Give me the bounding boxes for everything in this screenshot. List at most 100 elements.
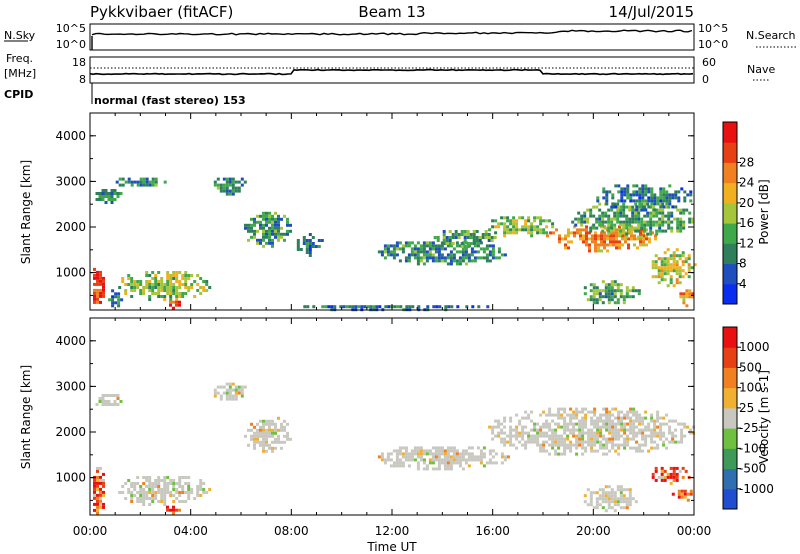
- range-gate-cell: [124, 180, 128, 184]
- range-gate-cell: [452, 461, 456, 465]
- velocity-x-tick-labels: 00:00 04:00 08:00 12:00 16:00 20:00 00:00: [73, 524, 712, 538]
- range-gate-cell: [274, 422, 277, 426]
- range-gate-cell: [157, 488, 161, 491]
- range-gate-cell: [169, 508, 172, 512]
- range-gate-cell: [107, 403, 111, 406]
- range-gate-cell: [139, 289, 143, 292]
- range-gate-cell: [509, 434, 513, 438]
- range-gate-cell: [613, 211, 617, 215]
- range-gate-cell: [596, 440, 600, 444]
- range-gate-cell: [647, 205, 651, 209]
- range-gate-cell: [654, 260, 658, 264]
- range-gate-cell: [172, 277, 176, 280]
- range-gate-cell: [442, 239, 446, 242]
- range-gate-cell: [683, 190, 687, 194]
- range-gate-cell: [458, 250, 462, 254]
- range-gate-cell: [434, 455, 438, 459]
- range-gate-cell: [458, 464, 462, 468]
- range-gate-cell: [96, 469, 99, 473]
- range-gate-cell: [542, 440, 546, 444]
- range-gate-cell: [256, 440, 259, 444]
- range-gate-cell: [619, 220, 623, 224]
- range-gate-cell: [641, 416, 645, 420]
- range-gate-cell: [518, 419, 522, 423]
- range-gate-cell: [274, 235, 277, 239]
- scatter-region: [108, 289, 124, 308]
- range-gate-cell: [652, 220, 656, 224]
- range-gate-cell: [392, 461, 396, 465]
- range-gate-cell: [467, 253, 471, 257]
- range-gate-cell: [461, 253, 465, 257]
- range-gate-cell: [590, 443, 594, 447]
- range-gate-cell: [473, 455, 477, 459]
- range-gate-cell: [524, 410, 528, 414]
- range-gate-cell: [629, 407, 633, 411]
- range-gate-cell: [250, 422, 253, 426]
- range-gate-cell: [620, 416, 624, 420]
- range-gate-cell: [184, 283, 188, 286]
- range-gate-cell: [425, 259, 429, 263]
- range-gate-cell: [93, 291, 96, 295]
- range-gate-cell: [624, 240, 627, 244]
- nave-right-label: Nave: [747, 63, 775, 76]
- range-gate-cell: [449, 256, 453, 260]
- range-gate-cell: [643, 214, 647, 218]
- range-gate-cell: [386, 253, 390, 257]
- range-gate-cell: [419, 250, 423, 254]
- range-gate-cell: [494, 425, 498, 429]
- range-gate-cell: [491, 425, 495, 429]
- range-gate-cell: [668, 428, 672, 432]
- range-gate-cell: [431, 467, 435, 471]
- range-gate-cell: [265, 437, 268, 441]
- range-gate-cell: [622, 211, 626, 215]
- range-gate-cell: [437, 259, 441, 263]
- range-gate-cell: [605, 416, 609, 420]
- range-gate-cell: [154, 491, 158, 494]
- range-gate-cell: [608, 428, 612, 432]
- range-gate-cell: [169, 295, 173, 298]
- range-gate-cell: [536, 231, 540, 235]
- range-gate-cell: [619, 500, 623, 504]
- range-gate-cell: [345, 305, 349, 309]
- velocity-x-ticks: [89, 318, 695, 515]
- range-gate-cell: [386, 452, 390, 456]
- range-gate-cell: [617, 428, 621, 432]
- range-gate-cell: [533, 425, 537, 429]
- range-gate-cell: [169, 277, 173, 280]
- range-gate-cell: [426, 305, 430, 309]
- range-gate-cell: [658, 202, 662, 206]
- nsky-panel: N.Sky 10^5 10^0 10^5 10^0 N.Search: [4, 22, 798, 51]
- range-gate-cell: [431, 455, 435, 459]
- range-gate-cell: [595, 286, 599, 290]
- range-gate-cell: [216, 183, 220, 187]
- range-gate-cell: [416, 449, 420, 453]
- range-gate-cell: [638, 416, 642, 420]
- range-gate-cell: [627, 231, 630, 235]
- range-gate-cell: [683, 422, 687, 426]
- range-gate-cell: [104, 403, 108, 406]
- range-gate-cell: [154, 180, 158, 184]
- range-gate-cell: [139, 494, 143, 497]
- velocity-data-layer: [93, 382, 696, 515]
- range-gate-cell: [682, 301, 686, 305]
- range-gate-cell: [473, 250, 477, 254]
- range-gate-cell: [431, 244, 435, 248]
- range-gate-cell: [184, 280, 188, 283]
- range-gate-cell: [113, 394, 117, 397]
- range-gate-cell: [677, 495, 681, 499]
- range-gate-cell: [658, 229, 662, 233]
- range-gate-cell: [653, 193, 657, 197]
- range-gate-cell: [163, 500, 167, 503]
- range-gate-cell: [413, 247, 417, 251]
- range-gate-cell: [619, 232, 623, 236]
- range-gate-cell: [626, 428, 630, 432]
- range-gate-cell: [682, 295, 686, 299]
- range-gate-cell: [584, 449, 588, 453]
- range-gate-cell: [110, 189, 114, 192]
- range-gate-cell: [619, 283, 623, 287]
- range-gate-cell: [104, 195, 108, 198]
- range-gate-cell: [99, 499, 102, 503]
- range-gate-cell: [271, 229, 274, 233]
- range-gate-cell: [685, 208, 689, 212]
